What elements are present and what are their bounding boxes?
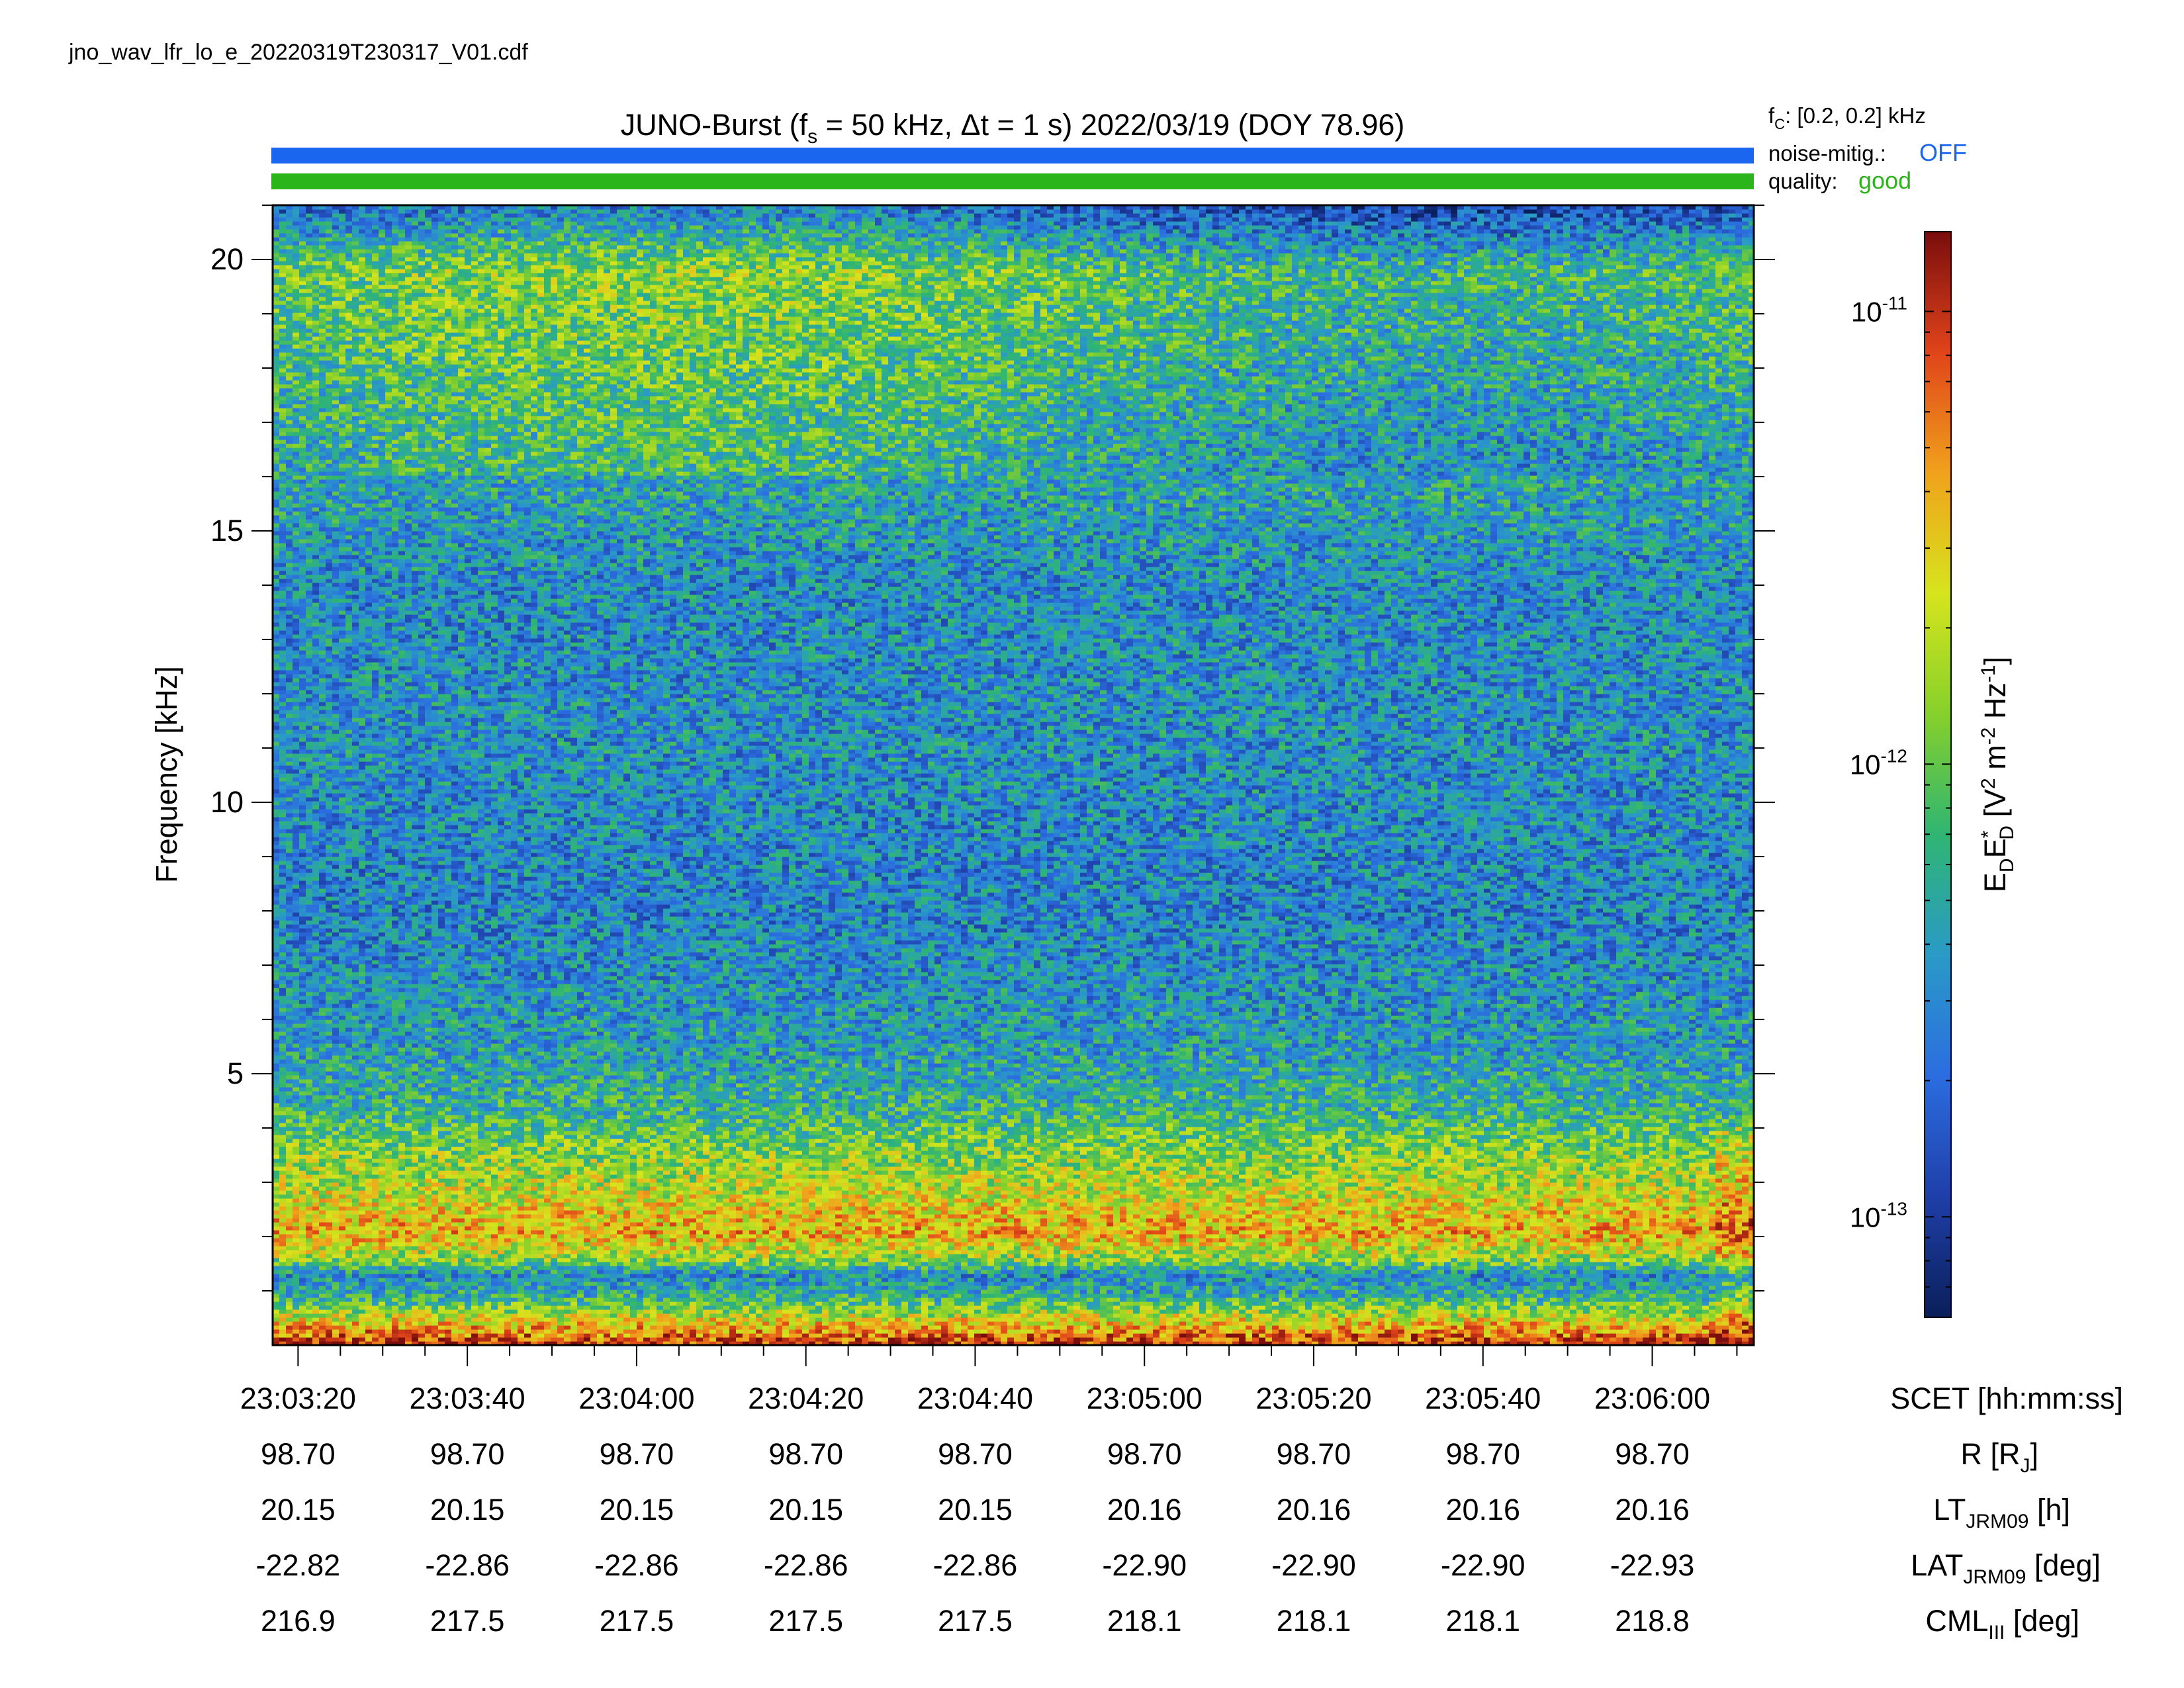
fc-label: fC: [0.2, 0.2] kHz bbox=[1768, 103, 1926, 132]
noise-mitigation-bar bbox=[271, 148, 1754, 164]
x-info-lt: 20.16 bbox=[1615, 1493, 1690, 1526]
x-info-time: 23:05:00 bbox=[1087, 1382, 1203, 1415]
x-info-lat: -22.90 bbox=[1102, 1548, 1187, 1582]
x-info-r: 98.70 bbox=[1445, 1437, 1520, 1471]
x-info-r: 98.70 bbox=[938, 1437, 1013, 1471]
row-label-lat: LATJRM09 [deg] bbox=[1911, 1548, 2101, 1588]
x-info-lat: -22.86 bbox=[933, 1548, 1018, 1582]
colorbar bbox=[1925, 232, 1951, 1317]
colorbar-label: EDE*D [V2 m-2 Hz-1] bbox=[1978, 657, 2018, 892]
x-info-lt: 20.15 bbox=[430, 1493, 505, 1526]
x-info-time: 23:05:40 bbox=[1425, 1382, 1541, 1415]
x-axis-ticks bbox=[298, 1345, 1737, 1366]
x-info-lat: -22.86 bbox=[594, 1548, 679, 1582]
y-tick-label: 10 bbox=[210, 785, 244, 819]
x-info-cml: 217.5 bbox=[768, 1604, 843, 1638]
x-info-lat: -22.93 bbox=[1610, 1548, 1695, 1582]
colorbar-tick-label: 10-12 bbox=[1850, 745, 1907, 780]
x-info-time: 23:06:00 bbox=[1594, 1382, 1710, 1415]
x-info-lat: -22.82 bbox=[256, 1548, 341, 1582]
x-info-r: 98.70 bbox=[430, 1437, 505, 1471]
row-label-lt: LTJRM09 [h] bbox=[1933, 1493, 2070, 1532]
x-info-lat: -22.86 bbox=[764, 1548, 848, 1582]
noise-mitigation-label: noise-mitig.: bbox=[1768, 141, 1886, 165]
x-info-lt: 20.16 bbox=[1277, 1493, 1351, 1526]
noise-mitigation-value: OFF bbox=[1919, 139, 1967, 166]
x-info-cml: 216.9 bbox=[261, 1604, 336, 1638]
x-info-r: 98.70 bbox=[1615, 1437, 1690, 1471]
x-info-time: 23:03:40 bbox=[410, 1382, 525, 1415]
y-tick-label: 15 bbox=[210, 514, 244, 547]
colorbar-tick-label: 10-13 bbox=[1850, 1198, 1907, 1233]
x-info-time: 23:04:00 bbox=[578, 1382, 694, 1415]
x-info-r: 98.70 bbox=[1277, 1437, 1351, 1471]
file-name: jno_wav_lfr_lo_e_20220319T230317_V01.cdf bbox=[68, 40, 528, 65]
y-tick-label: 20 bbox=[210, 242, 244, 276]
y-axis-label: Frequency [kHz] bbox=[150, 666, 183, 883]
x-info-cml: 218.1 bbox=[1277, 1604, 1351, 1638]
row-label-scet: SCET [hh:mm:ss] bbox=[1890, 1382, 2123, 1415]
x-info-time: 23:04:40 bbox=[917, 1382, 1033, 1415]
row-label-cml: CMLIII [deg] bbox=[1925, 1604, 2079, 1644]
x-info-lat: -22.90 bbox=[1271, 1548, 1356, 1582]
x-info-cml: 218.1 bbox=[1445, 1604, 1520, 1638]
quality-bar bbox=[271, 173, 1754, 189]
x-info-lt: 20.15 bbox=[938, 1493, 1013, 1526]
x-info-lt: 20.16 bbox=[1107, 1493, 1182, 1526]
quality-value: good bbox=[1858, 167, 1911, 194]
colorbar-tick-label: 10-11 bbox=[1851, 293, 1907, 327]
quality-label: quality: bbox=[1768, 169, 1838, 193]
chart-title: JUNO-Burst (fs = 50 kHz, Δt = 1 s) 2022/… bbox=[621, 108, 1405, 148]
x-info-r: 98.70 bbox=[1107, 1437, 1182, 1471]
x-info-r: 98.70 bbox=[600, 1437, 674, 1471]
x-axis-info-rows: 23:03:20 98.70 20.15 -22.82 216.9 23:03:40 98.… bbox=[240, 1382, 1710, 1638]
x-info-r: 98.70 bbox=[261, 1437, 336, 1471]
x-info-lt: 20.15 bbox=[768, 1493, 843, 1526]
x-info-r: 98.70 bbox=[768, 1437, 843, 1471]
x-info-cml: 217.5 bbox=[430, 1604, 505, 1638]
x-info-lt: 20.15 bbox=[600, 1493, 674, 1526]
row-label-r: R [RJ] bbox=[1960, 1437, 2038, 1477]
x-info-cml: 217.5 bbox=[600, 1604, 674, 1638]
x-info-lat: -22.86 bbox=[425, 1548, 510, 1582]
x-info-lat: -22.90 bbox=[1441, 1548, 1525, 1582]
y-tick-label: 5 bbox=[227, 1056, 244, 1090]
x-info-cml: 217.5 bbox=[938, 1604, 1013, 1638]
x-info-cml: 218.1 bbox=[1107, 1604, 1182, 1638]
x-info-time: 23:05:20 bbox=[1255, 1382, 1371, 1415]
spectrogram-heatmap bbox=[273, 205, 1756, 1346]
x-info-time: 23:04:20 bbox=[748, 1382, 864, 1415]
x-info-time: 23:03:20 bbox=[240, 1382, 356, 1415]
x-info-cml: 218.8 bbox=[1615, 1604, 1690, 1638]
x-info-lt: 20.15 bbox=[261, 1493, 336, 1526]
x-info-lt: 20.16 bbox=[1445, 1493, 1520, 1526]
